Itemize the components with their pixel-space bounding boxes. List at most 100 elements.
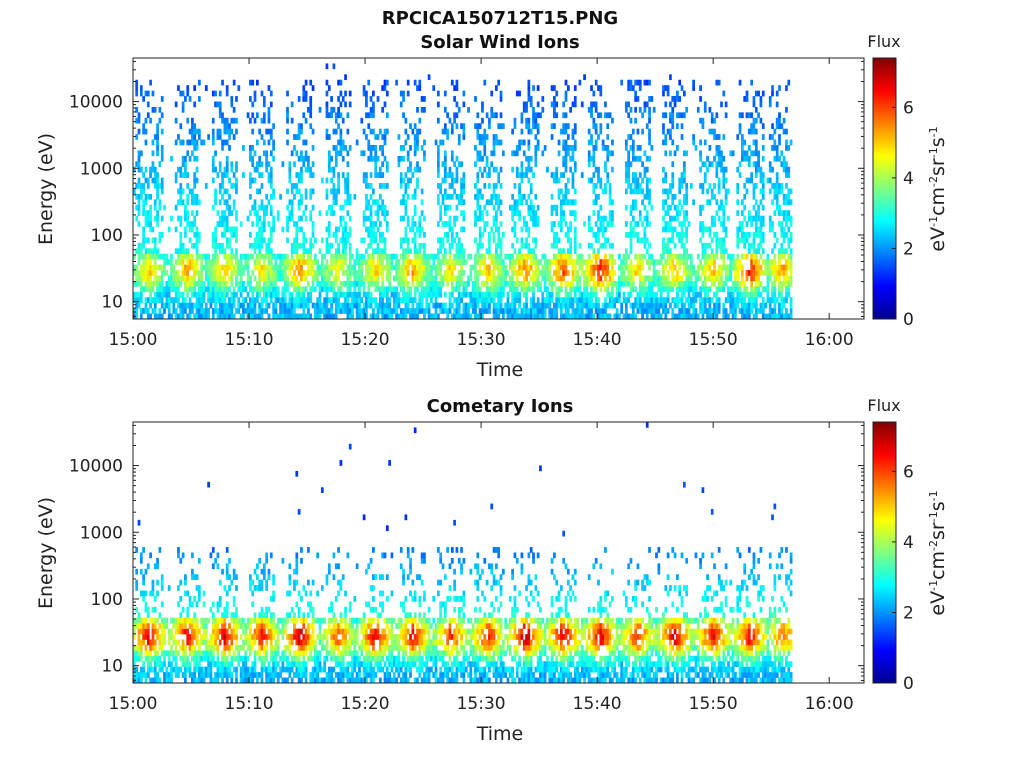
spectrogram-cell bbox=[479, 156, 482, 162]
spectrogram-cell bbox=[760, 303, 763, 309]
spectrogram-cell bbox=[641, 112, 644, 118]
spectrogram-cell bbox=[497, 123, 500, 129]
spectrogram-cell bbox=[534, 123, 537, 129]
spectrogram-cell bbox=[293, 281, 296, 287]
spectrogram-cell bbox=[226, 221, 229, 227]
spectrogram-cell bbox=[379, 265, 382, 271]
spectrogram-cell bbox=[351, 281, 354, 287]
spectrogram-cell bbox=[579, 286, 582, 292]
spectrogram-cell bbox=[534, 216, 537, 222]
spectrogram-cell bbox=[249, 96, 252, 102]
spectrogram-cell bbox=[711, 248, 714, 254]
spectrogram-cell bbox=[660, 276, 663, 282]
spectrogram-cell bbox=[395, 276, 398, 282]
spectrogram-cell bbox=[639, 281, 642, 287]
spectrogram-cell bbox=[268, 243, 271, 249]
spectrogram-cell bbox=[597, 210, 600, 216]
spectrogram-cell bbox=[347, 314, 350, 320]
spectrogram-cell bbox=[384, 85, 387, 91]
spectrogram-cell bbox=[449, 297, 452, 303]
spectrogram-cell bbox=[481, 156, 484, 162]
spectrogram-cell bbox=[630, 118, 633, 124]
spectrogram-cell bbox=[186, 259, 189, 265]
spectrogram-cell bbox=[214, 102, 217, 108]
spectrogram-cell bbox=[490, 227, 493, 233]
spectrogram-cell bbox=[451, 178, 454, 184]
spectrogram-cell bbox=[159, 292, 162, 298]
spectrogram-cell bbox=[599, 227, 602, 233]
spectrogram-cell bbox=[358, 265, 361, 271]
spectrogram-cell bbox=[360, 265, 363, 271]
spectrogram-cell bbox=[469, 265, 472, 271]
spectrogram-cell bbox=[328, 221, 331, 227]
spectrogram-cell bbox=[425, 259, 428, 265]
spectrogram-cell bbox=[182, 102, 185, 108]
spectrogram-cell bbox=[539, 259, 542, 265]
spectrogram-cell bbox=[219, 199, 222, 205]
spectrogram-cell bbox=[567, 259, 570, 265]
spectrogram-cell bbox=[511, 243, 514, 249]
spectrogram-cell bbox=[342, 205, 345, 211]
spectrogram-cell bbox=[555, 210, 558, 216]
spectrogram-cell bbox=[177, 314, 180, 320]
spectrogram-cell bbox=[337, 259, 340, 265]
spectrogram-cell bbox=[393, 254, 396, 260]
spectrogram-cell bbox=[720, 248, 723, 254]
spectrogram-cell bbox=[142, 254, 145, 260]
spectrogram-cell bbox=[377, 227, 380, 233]
spectrogram-cell bbox=[423, 140, 426, 146]
spectrogram-cell bbox=[349, 102, 352, 108]
spectrogram-cell bbox=[611, 216, 614, 222]
spectrogram-cell bbox=[681, 112, 684, 118]
spectrogram-cell bbox=[720, 270, 723, 276]
spectrogram-cell bbox=[639, 156, 642, 162]
spectrogram-cell bbox=[439, 292, 442, 298]
spectrogram-cell bbox=[697, 270, 700, 276]
spectrogram-cell bbox=[753, 189, 756, 195]
spectrogram-cell bbox=[418, 254, 421, 260]
spectrogram-cell bbox=[228, 210, 231, 216]
spectrogram-cell bbox=[360, 314, 363, 320]
spectrogram-cell bbox=[305, 259, 308, 265]
spectrogram-cell bbox=[414, 297, 417, 303]
spectrogram-cell bbox=[342, 232, 345, 238]
spectrogram-cell bbox=[217, 276, 220, 282]
spectrogram-cell bbox=[565, 292, 568, 298]
spectrogram-cell bbox=[493, 140, 496, 146]
spectrogram-cell bbox=[750, 259, 753, 265]
spectrogram-cell bbox=[261, 286, 264, 292]
spectrogram-cell bbox=[189, 156, 192, 162]
spectrogram-cell bbox=[572, 199, 575, 205]
spectrogram-cell bbox=[544, 308, 547, 314]
spectrogram-cell bbox=[551, 123, 554, 129]
spectrogram-cell bbox=[179, 199, 182, 205]
spectrogram-cell bbox=[595, 129, 598, 135]
spectrogram-cell bbox=[409, 248, 412, 254]
spectrogram-cell bbox=[163, 254, 166, 260]
spectrogram-cell bbox=[214, 303, 217, 309]
spectrogram-cell bbox=[523, 107, 526, 113]
spectrogram-cell bbox=[539, 303, 542, 309]
spectrogram-cell bbox=[300, 297, 303, 303]
spectrogram-cell bbox=[156, 314, 159, 320]
spectrogram-cell bbox=[298, 134, 301, 140]
spectrogram-cell bbox=[179, 308, 182, 314]
spectrogram-cell bbox=[142, 276, 145, 282]
spectrogram-cell bbox=[261, 243, 264, 249]
spectrogram-cell bbox=[138, 161, 141, 167]
spectrogram-cell bbox=[328, 227, 331, 233]
spectrogram-cell bbox=[444, 129, 447, 135]
spectrogram-cell bbox=[217, 221, 220, 227]
spectrogram-cell bbox=[288, 161, 291, 167]
spectrogram-cell bbox=[523, 292, 526, 298]
spectrogram-cell bbox=[463, 91, 466, 97]
spectrogram-cell bbox=[599, 308, 602, 314]
spectrogram-cell bbox=[391, 314, 394, 320]
spectrogram-cell bbox=[263, 237, 266, 243]
spectrogram-cell bbox=[567, 281, 570, 287]
spectrogram-cell bbox=[479, 237, 482, 243]
spectrogram-cell bbox=[205, 314, 208, 320]
spectrogram-cell bbox=[370, 172, 373, 178]
spectrogram-cell bbox=[479, 297, 482, 303]
spectrogram-cell bbox=[704, 102, 707, 108]
